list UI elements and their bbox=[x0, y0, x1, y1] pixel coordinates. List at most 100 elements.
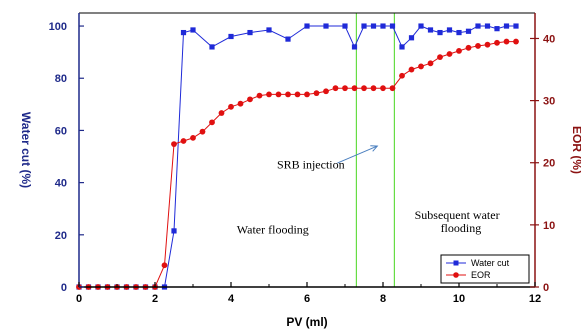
point-eor-21 bbox=[275, 91, 282, 98]
annotation-2: Water flooding bbox=[237, 223, 309, 237]
point-water-cut-35 bbox=[484, 23, 491, 29]
point-water-cut-16 bbox=[266, 27, 272, 33]
left-tick-label-0: 0 bbox=[61, 282, 67, 294]
point-eor-30 bbox=[361, 85, 367, 92]
point-water-cut-36 bbox=[494, 26, 500, 32]
x-tick-label-8: 8 bbox=[380, 293, 386, 305]
x-tick-label-6: 6 bbox=[304, 293, 310, 305]
point-water-cut-11 bbox=[180, 29, 187, 36]
x-tick-label-4: 4 bbox=[228, 293, 235, 305]
point-eor-14 bbox=[209, 119, 215, 126]
point-eor-40 bbox=[456, 48, 462, 54]
point-eor-9 bbox=[161, 262, 168, 269]
point-water-cut-13 bbox=[209, 44, 215, 50]
point-eor-46 bbox=[513, 38, 519, 45]
x-tick-label-12: 12 bbox=[529, 293, 541, 305]
point-water-cut-37 bbox=[503, 23, 510, 29]
point-water-cut-38 bbox=[513, 23, 519, 29]
point-eor-31 bbox=[370, 85, 377, 92]
left-tick-label-20: 20 bbox=[55, 230, 67, 242]
point-water-cut-34 bbox=[475, 23, 481, 29]
point-water-cut-29 bbox=[427, 27, 434, 33]
point-water-cut-21 bbox=[351, 44, 358, 50]
legend-label-eor: EOR bbox=[471, 270, 491, 280]
point-water-cut-12 bbox=[190, 27, 196, 33]
point-water-cut-32 bbox=[456, 29, 462, 36]
left-tick-label-80: 80 bbox=[55, 73, 67, 85]
point-water-cut-33 bbox=[465, 28, 472, 34]
annotation-arrow-head bbox=[370, 145, 379, 152]
point-eor-16 bbox=[228, 103, 234, 110]
x-tick-label-0: 0 bbox=[76, 293, 82, 305]
point-water-cut-14 bbox=[228, 33, 234, 40]
legend: Water cut EOR bbox=[440, 254, 530, 284]
point-water-cut-28 bbox=[418, 23, 424, 29]
left-tick-label-60: 60 bbox=[55, 125, 67, 137]
point-water-cut-17 bbox=[285, 36, 291, 42]
point-eor-33 bbox=[389, 85, 396, 92]
point-eor-18 bbox=[247, 96, 253, 103]
legend-label-water-cut: Water cut bbox=[471, 258, 510, 268]
point-eor-41 bbox=[465, 44, 472, 51]
point-eor-25 bbox=[313, 90, 320, 97]
vertical-lines bbox=[355, 13, 395, 287]
right-tick-label-30: 30 bbox=[543, 96, 555, 108]
point-water-cut-30 bbox=[437, 29, 443, 36]
point-water-cut-24 bbox=[380, 23, 386, 29]
point-eor-43 bbox=[484, 41, 491, 48]
legend-marker-eor bbox=[453, 272, 459, 278]
point-water-cut-18 bbox=[304, 23, 310, 29]
legend-box bbox=[440, 254, 530, 284]
right-tick-label-40: 40 bbox=[543, 33, 555, 45]
annotation-3: Subsequent water bbox=[415, 208, 500, 222]
point-eor-10 bbox=[171, 141, 177, 147]
point-eor-12 bbox=[190, 134, 196, 141]
point-eor-26 bbox=[323, 88, 329, 95]
left-tick-label-100: 100 bbox=[49, 21, 67, 33]
point-eor-45 bbox=[503, 38, 510, 45]
point-eor-37 bbox=[427, 60, 434, 67]
point-eor-29 bbox=[351, 85, 358, 92]
left-axis-title: Water cut (%) bbox=[19, 112, 33, 188]
annotation-arrow-shaft bbox=[337, 145, 378, 164]
point-water-cut-22 bbox=[361, 23, 367, 29]
left-tick-label-40: 40 bbox=[55, 178, 67, 190]
point-water-cut-19 bbox=[323, 23, 329, 29]
x-tick-label-2: 2 bbox=[152, 293, 158, 305]
point-eor-35 bbox=[408, 66, 415, 73]
point-water-cut-20 bbox=[342, 23, 348, 29]
point-water-cut-23 bbox=[370, 23, 377, 29]
right-tick-label-20: 20 bbox=[543, 158, 555, 170]
point-eor-44 bbox=[494, 39, 500, 46]
point-eor-11 bbox=[180, 138, 187, 144]
point-eor-38 bbox=[437, 54, 443, 61]
point-eor-36 bbox=[418, 63, 424, 70]
point-water-cut-25 bbox=[389, 23, 396, 29]
point-water-cut-31 bbox=[446, 27, 453, 33]
x-tick-label-10: 10 bbox=[453, 293, 465, 305]
point-eor-13 bbox=[199, 128, 206, 135]
right-tick-label-10: 10 bbox=[543, 220, 555, 232]
x-axis-title: PV (ml) bbox=[286, 315, 327, 329]
point-water-cut-27 bbox=[408, 35, 415, 41]
point-eor-24 bbox=[304, 91, 310, 98]
point-eor-20 bbox=[266, 91, 272, 98]
annotations: SRB injection Water flooding Subsequent wa… bbox=[237, 145, 500, 237]
annotation-1: SRB injection bbox=[277, 157, 345, 171]
point-eor-15 bbox=[218, 110, 225, 116]
point-eor-27 bbox=[332, 85, 339, 92]
point-eor-32 bbox=[380, 85, 386, 92]
point-water-cut-10 bbox=[171, 228, 177, 234]
right-tick-label-0: 0 bbox=[543, 282, 549, 294]
annotation-4: flooding bbox=[441, 221, 482, 235]
point-eor-28 bbox=[342, 85, 348, 92]
point-eor-22 bbox=[285, 91, 291, 98]
point-eor-23 bbox=[294, 91, 301, 98]
point-eor-42 bbox=[475, 43, 481, 49]
point-water-cut-26 bbox=[399, 44, 405, 50]
point-water-cut-15 bbox=[247, 29, 253, 36]
point-eor-34 bbox=[399, 72, 405, 79]
right-axis-title: EOR (%) bbox=[570, 126, 581, 174]
